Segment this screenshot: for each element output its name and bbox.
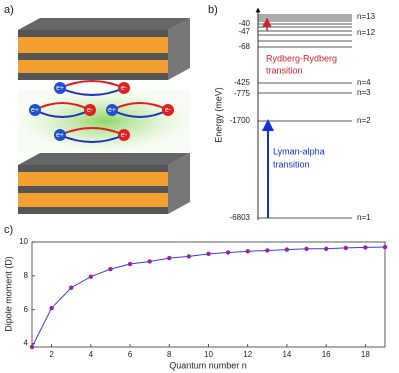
- energy-label: -425: [234, 78, 251, 87]
- panel-label: b): [208, 4, 218, 16]
- point: [69, 285, 74, 290]
- energy-label: -775: [234, 89, 251, 98]
- y-tick-label: 4: [24, 339, 29, 348]
- series-line: [31, 246, 386, 348]
- transition-label: transition: [273, 159, 310, 169]
- electron-label: e-: [121, 85, 128, 92]
- y-tick-label: 8: [24, 271, 29, 280]
- electron-label: e-: [87, 107, 94, 114]
- top-slabs: [18, 18, 190, 80]
- energy-diagram: -40 -47 -68 -425 -775 -1700 -6803 n=13 n…: [213, 7, 376, 222]
- point: [88, 274, 94, 279]
- energy-label: -40: [238, 19, 250, 28]
- x-tick-label: 12: [243, 350, 252, 359]
- y-tick-label: 6: [24, 305, 29, 314]
- point: [29, 344, 35, 350]
- x-tick-label: 16: [322, 350, 331, 359]
- point: [343, 245, 348, 251]
- level-label: n=2: [357, 116, 371, 125]
- point: [363, 245, 368, 250]
- energy-axis-label: Energy (meV): [213, 87, 223, 143]
- point: [225, 250, 231, 255]
- point: [49, 305, 54, 311]
- x-tick-label: 4: [89, 350, 94, 359]
- point: [127, 261, 133, 267]
- bottom-slabs: [18, 153, 190, 214]
- transition-label: Lyman-alpha: [273, 146, 325, 156]
- point: [206, 251, 211, 257]
- level-label: n=13: [357, 12, 376, 21]
- x-tick-label: 2: [49, 350, 54, 359]
- x-tick-label: 8: [167, 350, 172, 359]
- panel-label: c): [4, 224, 13, 236]
- level-label: n=3: [357, 88, 371, 97]
- hole-label: e+: [56, 85, 64, 92]
- x-tick-label: 6: [128, 350, 133, 359]
- energy-label: -47: [238, 27, 250, 36]
- point: [323, 246, 329, 251]
- level-label: n=1: [357, 213, 371, 222]
- transition-label: transition: [266, 65, 303, 75]
- energy-label: -6803: [230, 213, 251, 222]
- dipole-chart: Quantum number n Dipole moment (D) 2 4 6 8 1…: [3, 237, 388, 370]
- x-tick-label: 18: [361, 350, 370, 359]
- point: [284, 247, 290, 252]
- illustration: e+ e- e+ e- e+ e- e+ e-: [18, 18, 190, 214]
- energy-label: -1700: [230, 116, 251, 125]
- point: [382, 244, 388, 250]
- point: [245, 249, 250, 254]
- point: [108, 266, 113, 272]
- y-tick-label: 10: [19, 237, 28, 246]
- point: [186, 254, 192, 259]
- transition-label: Rydberg-Rydberg: [266, 53, 337, 63]
- point: [304, 246, 309, 251]
- x-tick-label: 10: [204, 350, 213, 359]
- electron-label: e-: [121, 132, 128, 139]
- x-axis-label: Quantum number n: [169, 360, 247, 370]
- plot-frame: [31, 241, 386, 348]
- y-axis-label: Dipole moment (D): [3, 256, 13, 332]
- point: [147, 259, 152, 264]
- panel-label: a): [4, 4, 14, 16]
- point: [167, 255, 172, 261]
- level-label: n=4: [357, 78, 371, 87]
- electron-label: e-: [165, 107, 172, 114]
- energy-label: -68: [238, 42, 250, 51]
- point: [265, 248, 270, 253]
- hole-label: e+: [31, 107, 39, 114]
- hole-label: e+: [108, 107, 116, 114]
- x-tick-label: 14: [282, 350, 291, 359]
- hole-label: e+: [56, 132, 64, 139]
- level-label: n=12: [357, 28, 376, 37]
